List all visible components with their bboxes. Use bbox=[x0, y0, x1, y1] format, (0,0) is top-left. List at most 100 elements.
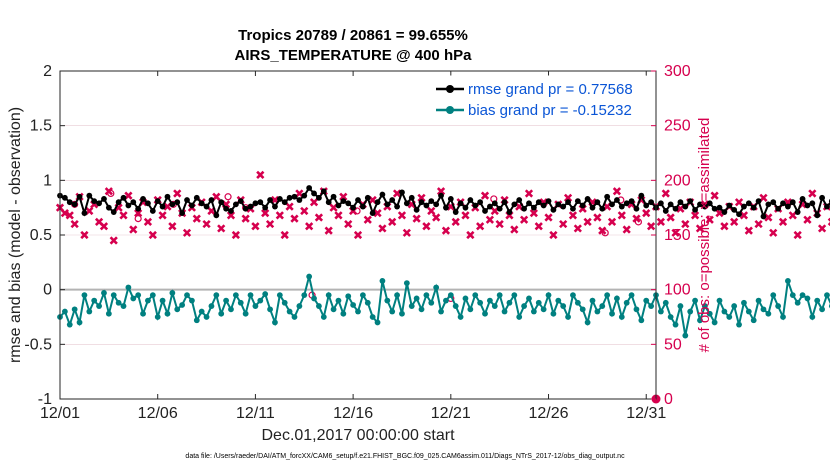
rmse-point bbox=[145, 200, 151, 207]
bias-point bbox=[824, 292, 830, 299]
bias-point bbox=[482, 310, 488, 317]
obs-assimilated-marker bbox=[646, 222, 656, 231]
rmse-point bbox=[487, 203, 493, 210]
bias-point bbox=[545, 292, 552, 299]
bias-point bbox=[428, 299, 435, 306]
bias-point bbox=[311, 295, 317, 302]
obs-assimilated-marker bbox=[739, 211, 749, 220]
bias-point bbox=[159, 297, 166, 304]
bias-point bbox=[496, 292, 503, 299]
bias-point bbox=[213, 292, 220, 299]
rmse-point bbox=[115, 199, 122, 206]
rmse-point bbox=[662, 208, 669, 214]
rmse-point bbox=[511, 201, 518, 208]
bias-point bbox=[169, 290, 176, 296]
rmse-point bbox=[91, 198, 98, 205]
obs-assimilated-marker bbox=[251, 222, 260, 231]
obs-assimilated-marker bbox=[314, 213, 324, 222]
rmse-point bbox=[540, 202, 547, 209]
obs-assimilated-marker bbox=[661, 189, 670, 198]
obs-assimilated-marker bbox=[397, 211, 407, 220]
rmse-point bbox=[530, 204, 537, 211]
obs-assimilated-marker bbox=[769, 228, 778, 237]
bias-point bbox=[316, 303, 322, 309]
rmse-point bbox=[223, 205, 229, 212]
bias-point bbox=[355, 308, 361, 315]
obs-assimilated-marker bbox=[485, 215, 495, 224]
rmse-point bbox=[599, 205, 606, 212]
obs-assimilated-marker bbox=[373, 209, 382, 218]
bias-point bbox=[164, 310, 171, 317]
bias-point bbox=[584, 319, 591, 326]
rmse-point bbox=[203, 203, 210, 210]
bias-point bbox=[125, 284, 132, 291]
bias-point bbox=[276, 292, 283, 299]
rmse-point bbox=[389, 197, 396, 203]
bias-point bbox=[81, 292, 88, 299]
obs-assimilated-marker bbox=[309, 198, 319, 207]
obs-assimilated-marker bbox=[217, 224, 226, 233]
rmse-point bbox=[462, 204, 469, 211]
rmse-point bbox=[286, 194, 293, 201]
bias-point bbox=[257, 297, 264, 304]
rmse-point bbox=[213, 212, 220, 219]
x-axis-label: Dec.01,2017 00:00:00 start bbox=[261, 427, 455, 444]
bias-point bbox=[281, 299, 288, 306]
bias-point bbox=[609, 310, 615, 317]
obs-assimilated-marker bbox=[642, 209, 651, 218]
obs-assimilated-marker bbox=[182, 228, 192, 237]
bias-point bbox=[633, 306, 640, 313]
plot-area: 12/01 12/06 12/11 12/16 12/21 12/26 12/31 -1 -0.… bbox=[24, 63, 830, 422]
obs-assimilated-marker bbox=[226, 211, 236, 220]
chart-title-line2: AIRS_TEMPERATURE @ 400 hPa bbox=[235, 47, 473, 64]
bias-point bbox=[662, 299, 669, 306]
rmse-point bbox=[272, 203, 278, 210]
bias-point bbox=[770, 292, 777, 299]
rmse-point bbox=[565, 199, 571, 206]
obs-assimilated-marker bbox=[476, 222, 485, 231]
rmse-point bbox=[350, 204, 357, 211]
obs-assimilated-marker bbox=[168, 222, 177, 231]
bias-point bbox=[565, 314, 571, 320]
bias-point bbox=[120, 303, 127, 309]
x-tick-label: 12/21 bbox=[431, 405, 471, 422]
obs-assimilated-marker bbox=[432, 213, 441, 222]
rmse-point bbox=[184, 197, 190, 203]
bias-point bbox=[794, 299, 801, 306]
bias-point bbox=[491, 303, 498, 309]
x-tick-label: 12/06 bbox=[138, 405, 178, 422]
rmse-point bbox=[604, 193, 611, 200]
rmse-point bbox=[682, 203, 689, 210]
rmse-point bbox=[496, 205, 503, 212]
bias-point bbox=[110, 292, 117, 299]
bias-point bbox=[330, 306, 337, 313]
obs-assimilated-marker bbox=[529, 209, 538, 218]
obs-assimilated-marker bbox=[544, 213, 553, 222]
rmse-point bbox=[262, 204, 269, 211]
obs-assimilated-marker bbox=[524, 189, 534, 198]
obs-assimilated-marker bbox=[754, 219, 763, 229]
rmse-point bbox=[276, 196, 283, 202]
rmse-point bbox=[589, 204, 596, 211]
bias-point bbox=[149, 292, 156, 299]
obs-assimilated-marker bbox=[480, 191, 490, 200]
bias-point bbox=[789, 292, 796, 299]
obs-assimilated-marker bbox=[436, 187, 446, 196]
bias-point bbox=[506, 299, 513, 306]
obs-assimilated-marker bbox=[466, 230, 475, 240]
rmse-point bbox=[208, 197, 215, 203]
bias-point bbox=[579, 306, 586, 313]
obs-assimilated-marker bbox=[764, 213, 773, 222]
bias-point bbox=[716, 297, 723, 304]
bias-point bbox=[61, 308, 68, 315]
y-left-tick-label: 1.5 bbox=[30, 118, 52, 135]
rmse-point bbox=[61, 194, 68, 201]
rmse-point bbox=[399, 189, 405, 196]
bias-point bbox=[721, 308, 728, 315]
rmse-point bbox=[750, 204, 757, 211]
bias-point bbox=[320, 314, 327, 320]
rmse-point bbox=[218, 199, 225, 206]
legend-rmse-marker bbox=[446, 85, 454, 93]
rmse-point bbox=[418, 199, 425, 206]
obs-assimilated-marker bbox=[441, 226, 451, 235]
